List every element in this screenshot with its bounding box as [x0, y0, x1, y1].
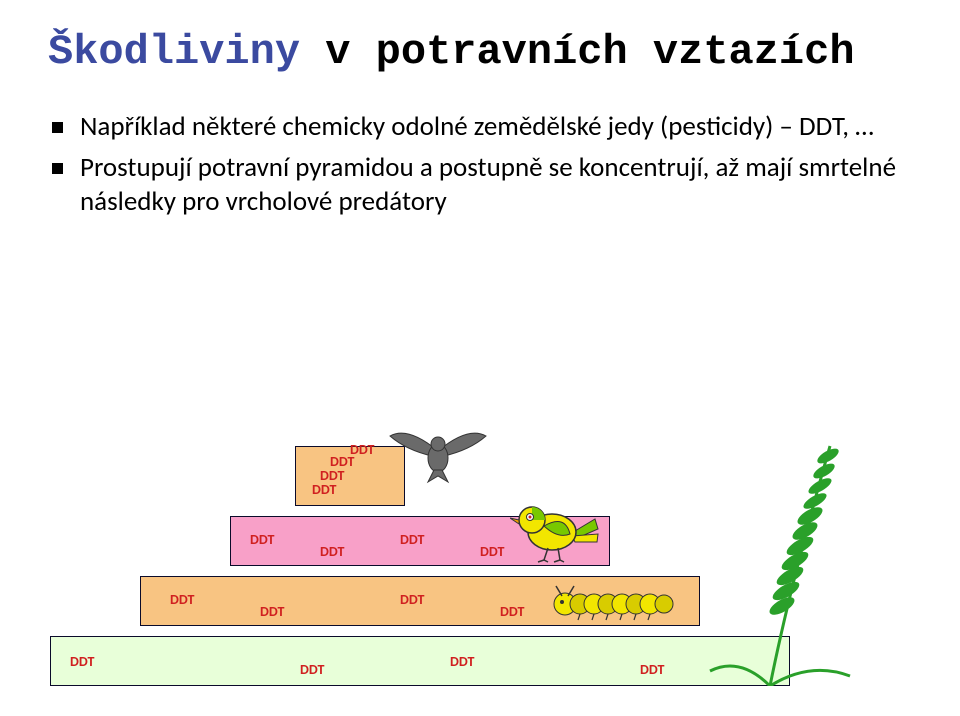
bullet-item: Prostupují potravní pyramidou a postupně… [52, 151, 912, 220]
ddt-label: DDT [250, 531, 274, 548]
ddt-label: DDT [480, 543, 504, 560]
ddt-label: DDT [500, 603, 524, 620]
ddt-label: DDT [400, 531, 424, 548]
ddt-label: DDT [450, 653, 474, 670]
ddt-label: DDT [260, 603, 284, 620]
title-rest: v potravních vztazích [300, 28, 855, 76]
ddt-label: DDT [640, 661, 664, 678]
pyramid-level-1 [50, 636, 790, 686]
ddt-label: DDT [400, 591, 424, 608]
ddt-label: DDT [170, 591, 194, 608]
title-accent: Škodliviny [48, 28, 300, 76]
ddt-label: DDT [350, 441, 374, 458]
hawk-icon [388, 416, 488, 486]
caterpillar-icon [550, 584, 680, 624]
ddt-label: DDT [320, 543, 344, 560]
food-pyramid: DDTDDTDDTDDTDDTDDTDDTDDTDDTDDTDDTDDTDDTD… [50, 346, 810, 686]
bullet-list: Například některé chemicky odolné zemědě… [48, 110, 912, 220]
plant-icon [700, 386, 880, 686]
ddt-label: DDT [70, 653, 94, 670]
slide: Škodliviny v potravních vztazích Napříkl… [0, 0, 960, 716]
bullet-item: Například některé chemicky odolné zemědě… [52, 110, 912, 145]
page-title: Škodliviny v potravních vztazích [48, 28, 912, 76]
bird-icon [510, 484, 600, 564]
ddt-label: DDT [300, 661, 324, 678]
